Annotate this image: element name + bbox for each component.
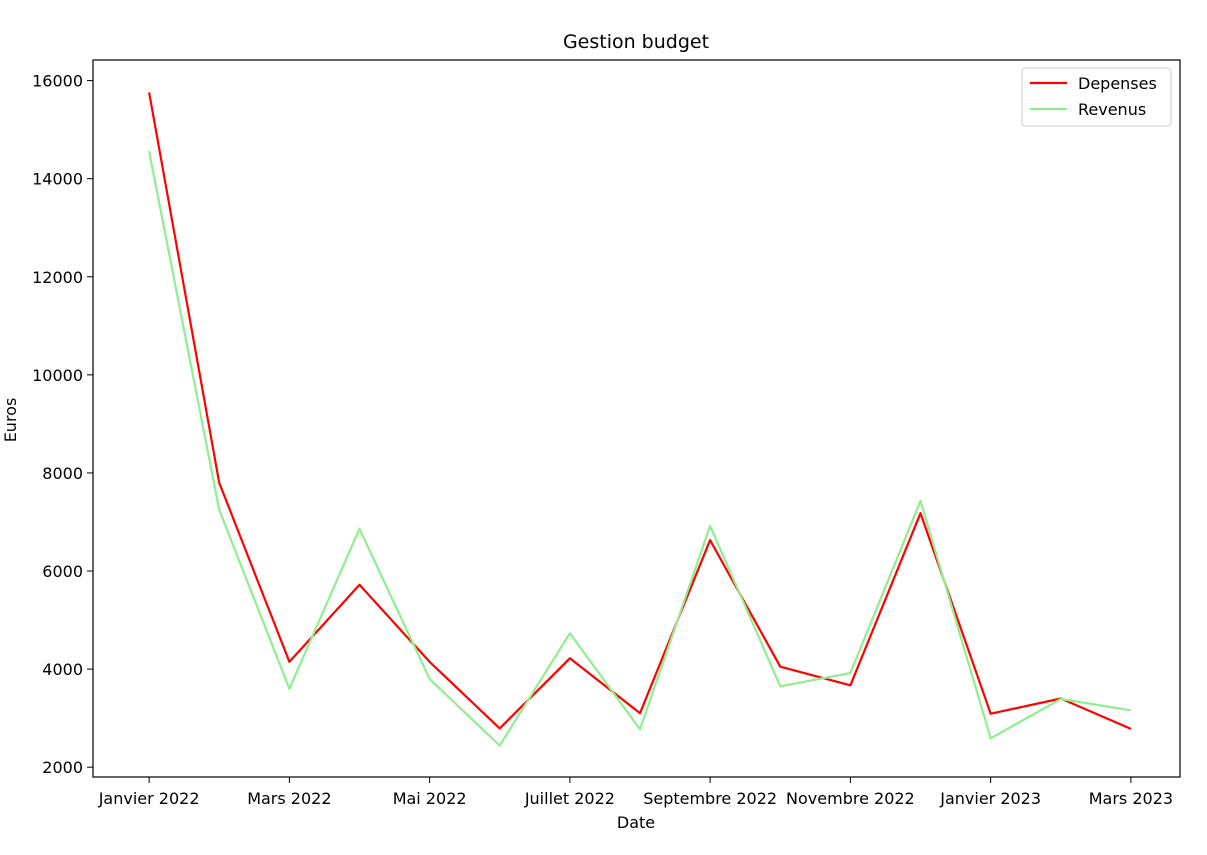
legend-label-depenses: Depenses (1078, 74, 1157, 93)
y-tick-label: 2000 (42, 758, 83, 777)
x-tick-label: Mars 2023 (1089, 789, 1173, 808)
x-tick-label: Mai 2022 (393, 789, 467, 808)
chart-title: Gestion budget (563, 31, 709, 53)
y-tick-label: 8000 (42, 464, 83, 483)
x-tick-label: Septembre 2022 (643, 789, 777, 808)
plot-area (148, 92, 1132, 747)
y-tick-label: 6000 (42, 562, 83, 581)
axes-frame (92, 59, 1181, 778)
x-tick-label: Novembre 2022 (786, 789, 915, 808)
x-tick-label: Mars 2022 (247, 789, 331, 808)
x-axis-label: Date (617, 813, 655, 832)
legend-label-revenus: Revenus (1078, 100, 1146, 119)
series-line-revenus (148, 150, 1132, 747)
y-tick-label: 14000 (32, 170, 83, 189)
y-axis-label: Euros (1, 398, 20, 443)
y-tick-label: 12000 (32, 268, 83, 287)
y-tick-label: 16000 (32, 72, 83, 91)
x-tick-label: Janvier 2023 (939, 789, 1041, 808)
y-tick-label: 4000 (42, 660, 83, 679)
y-tick-label: 10000 (32, 366, 83, 385)
x-tick-label: Janvier 2022 (98, 789, 200, 808)
x-tick-label: Juillet 2022 (524, 789, 615, 808)
legend: Depenses Revenus (1021, 67, 1172, 127)
